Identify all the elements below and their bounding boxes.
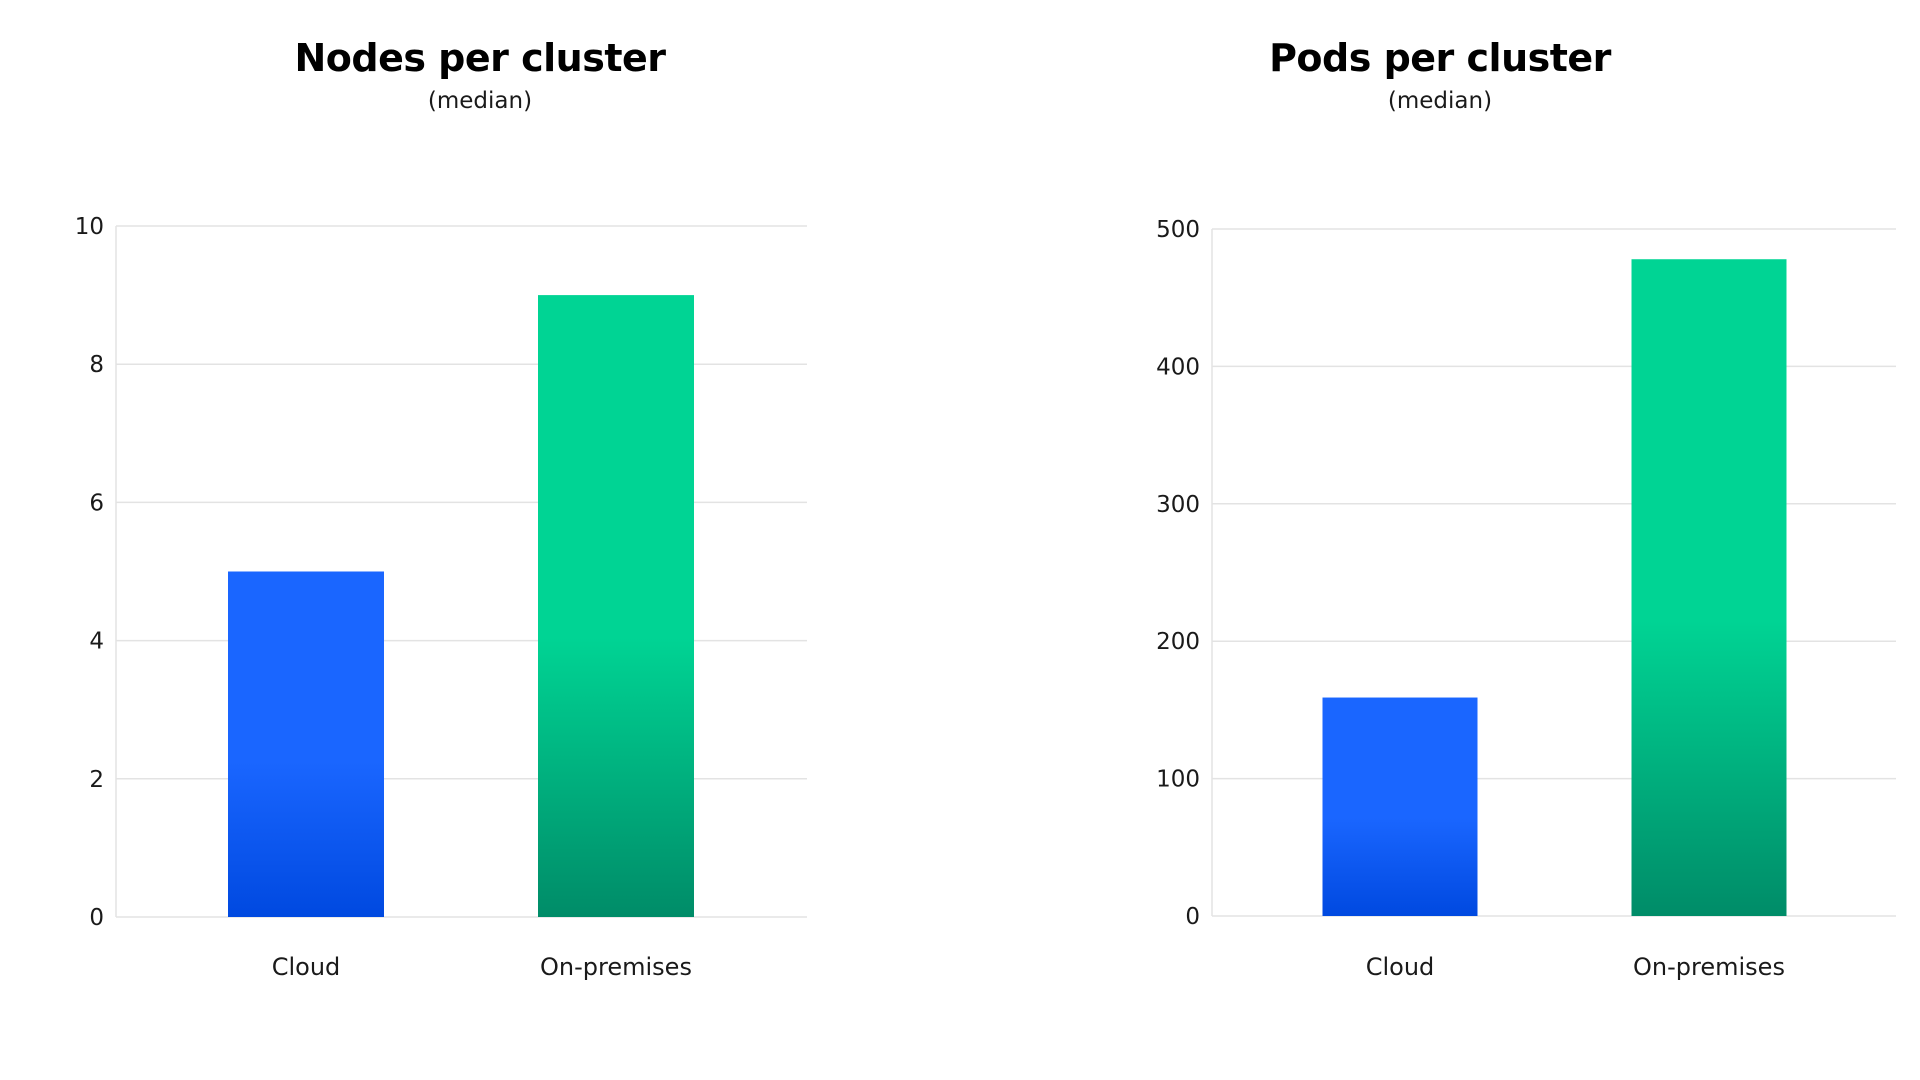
bar-cloud (228, 571, 384, 917)
y-tick-label: 0 (1185, 904, 1200, 930)
y-tick-label: 200 (1156, 629, 1200, 655)
y-tick-label: 400 (1156, 354, 1200, 380)
bar-on-premises (538, 295, 694, 918)
y-tick-label: 100 (1156, 767, 1200, 793)
nodes-per-cluster-chart: Nodes per cluster (median) 0 2 4 6 8 10 Cloud O… (75, 36, 807, 981)
x-category-label: On-premises (540, 953, 692, 981)
nodes-plot-area: 0 2 4 6 8 10 Cloud On-premises (75, 214, 807, 981)
y-tick-label: 10 (75, 214, 104, 240)
x-category-label: Cloud (272, 953, 341, 981)
y-tick-label: 300 (1156, 492, 1200, 518)
pods-per-cluster-chart: Pods per cluster (median) 0 100 200 300 400 5… (960, 0, 1920, 1080)
chart-subtitle: (median) (1387, 88, 1493, 114)
y-tick-label: 8 (89, 352, 104, 378)
x-category-label: Cloud (1366, 953, 1435, 981)
bar-on-premises (1631, 259, 1787, 916)
y-tick-label: 6 (89, 490, 104, 516)
chart-title: Nodes per cluster (294, 36, 666, 80)
y-tick-label: 0 (89, 905, 104, 931)
y-tick-label: 2 (89, 767, 104, 793)
y-tick-label: 500 (1156, 217, 1200, 243)
x-category-label: On-premises (1633, 953, 1785, 981)
chart-title: Pods per cluster (1269, 36, 1611, 80)
pods-plot-area: 0 100 200 300 400 500 Cloud On-premises (1156, 217, 1896, 981)
bar-cloud (1322, 697, 1478, 916)
y-tick-label: 4 (89, 629, 104, 655)
chart-subtitle: (median) (427, 88, 533, 114)
